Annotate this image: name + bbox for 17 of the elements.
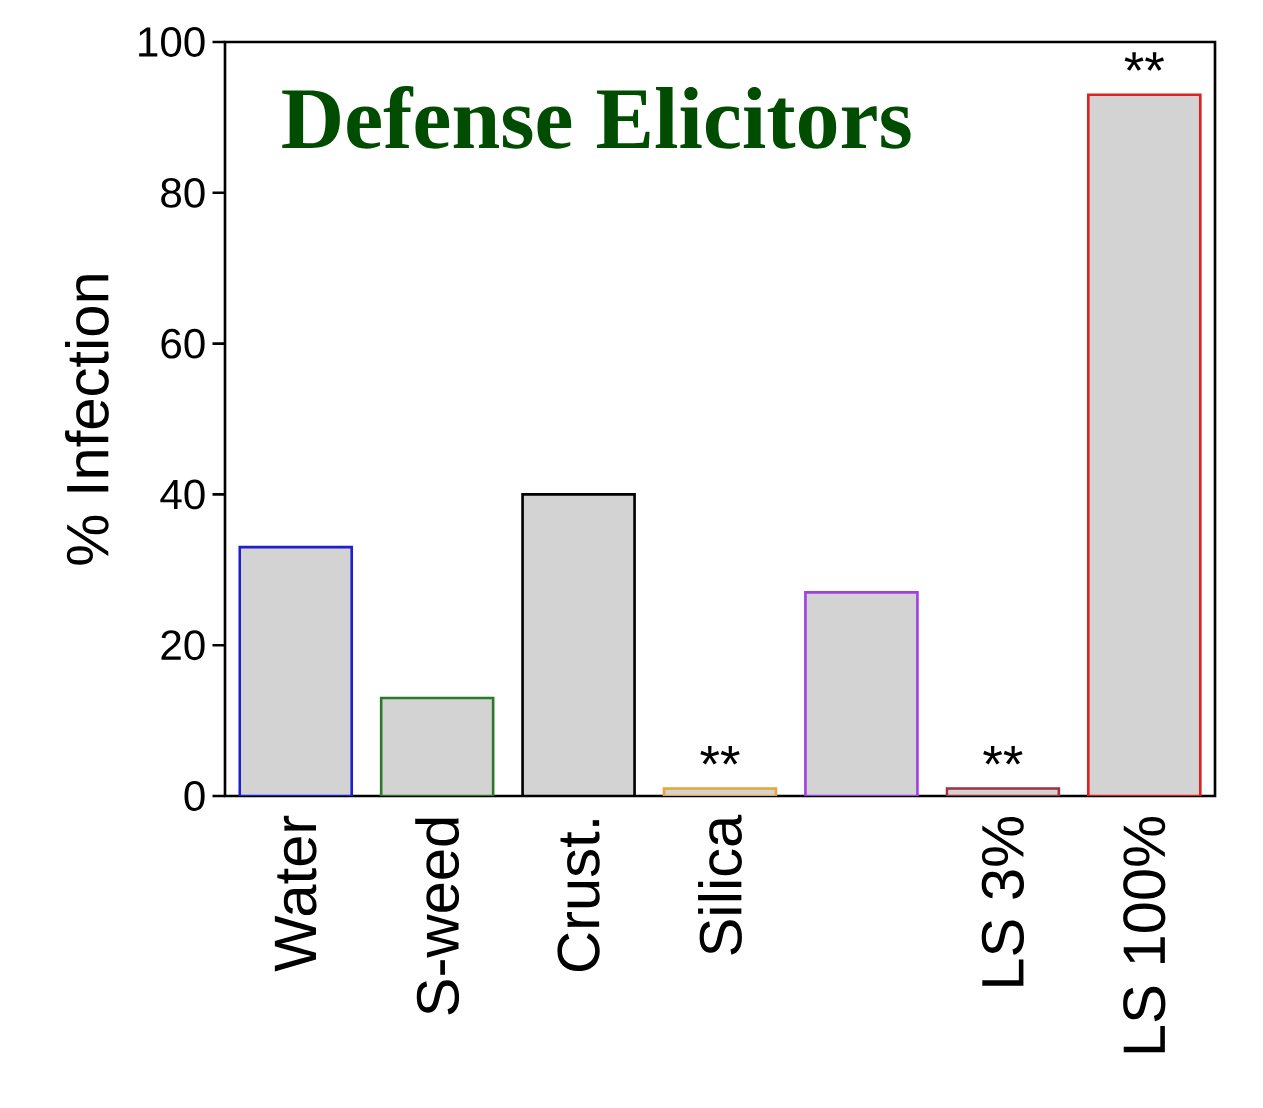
annotation: ** bbox=[700, 745, 740, 765]
chart-title: Defense Elicitors bbox=[282, 86, 911, 149]
y-tick-label: 0 bbox=[184, 781, 205, 811]
x-tick-label: S-weed bbox=[415, 818, 460, 1015]
y-tick-label: 40 bbox=[160, 479, 205, 510]
annotation: ** bbox=[983, 745, 1023, 765]
y-tick-label: 80 bbox=[161, 177, 205, 208]
y-tick-label: 100 bbox=[139, 27, 205, 57]
x-tick-label: LS 100% bbox=[1123, 816, 1166, 1053]
x-tick-label: LS 3% bbox=[981, 816, 1024, 986]
y-tick-label: 60 bbox=[161, 328, 205, 359]
x-tick-label: Water bbox=[274, 815, 317, 972]
x-tick-label: Crust. bbox=[557, 820, 600, 972]
y-axis-title: % Infection bbox=[64, 275, 109, 565]
y-tick-label: 20 bbox=[161, 630, 205, 661]
x-tick-label: Silica bbox=[698, 814, 742, 955]
annotation: ** bbox=[1124, 52, 1164, 71]
